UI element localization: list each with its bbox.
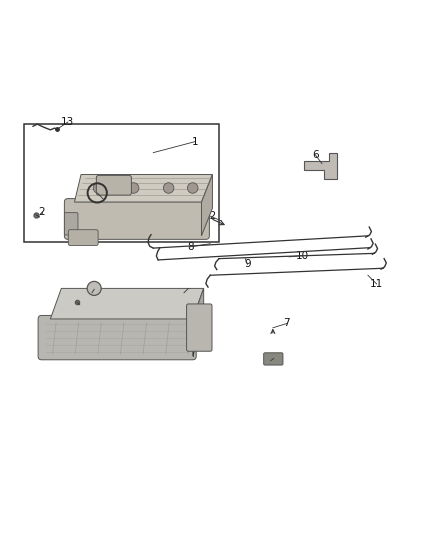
Text: 2: 2 — [38, 207, 45, 217]
Bar — [24, 124, 219, 243]
Text: 13: 13 — [61, 117, 74, 127]
Text: 10: 10 — [296, 251, 309, 261]
Text: 9: 9 — [244, 260, 251, 269]
FancyBboxPatch shape — [187, 304, 212, 351]
Circle shape — [128, 183, 139, 193]
Text: 11: 11 — [370, 279, 383, 289]
FancyBboxPatch shape — [64, 213, 78, 235]
Polygon shape — [304, 152, 337, 179]
Text: 5: 5 — [189, 351, 196, 361]
Text: 7: 7 — [283, 318, 290, 328]
FancyBboxPatch shape — [96, 175, 131, 195]
Text: 15: 15 — [267, 353, 280, 364]
Polygon shape — [50, 288, 204, 319]
Text: 1: 1 — [191, 136, 198, 147]
FancyBboxPatch shape — [264, 353, 283, 365]
Text: 12: 12 — [204, 211, 217, 221]
Circle shape — [93, 183, 104, 193]
Circle shape — [87, 281, 101, 295]
FancyBboxPatch shape — [38, 316, 196, 360]
FancyBboxPatch shape — [64, 199, 209, 239]
Polygon shape — [201, 174, 212, 236]
Circle shape — [187, 183, 198, 193]
Polygon shape — [74, 174, 212, 202]
Text: 4: 4 — [185, 288, 192, 298]
Text: 14: 14 — [85, 288, 99, 298]
FancyBboxPatch shape — [68, 230, 98, 246]
Text: 6: 6 — [312, 150, 319, 160]
Text: 8: 8 — [187, 242, 194, 252]
Circle shape — [163, 183, 174, 193]
Polygon shape — [193, 288, 204, 356]
Text: 3: 3 — [99, 193, 106, 204]
